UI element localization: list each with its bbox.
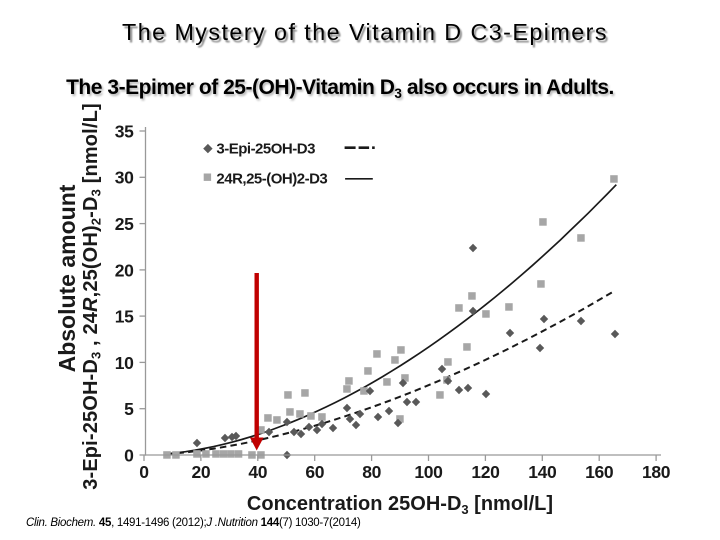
svg-text:25: 25 xyxy=(115,214,134,234)
svg-text:15: 15 xyxy=(115,307,134,327)
svg-text:3-Epi-25OH-D3: 3-Epi-25OH-D3 xyxy=(216,141,315,158)
svg-text:120: 120 xyxy=(471,462,500,482)
svg-text:3-Epi-25OH-D3 , 24R,25(OH)2-D3: 3-Epi-25OH-D3 , 24R,25(OH)2-D3 [nmol/L] xyxy=(80,103,104,490)
svg-text:80: 80 xyxy=(362,462,381,482)
svg-text:60: 60 xyxy=(305,462,324,482)
svg-text:180: 180 xyxy=(642,462,671,482)
svg-text:24R,25-(OH)2-D3: 24R,25-(OH)2-D3 xyxy=(216,171,327,188)
svg-text:30: 30 xyxy=(115,168,134,188)
svg-text:160: 160 xyxy=(585,462,614,482)
svg-text:35: 35 xyxy=(115,121,134,141)
svg-text:140: 140 xyxy=(528,462,557,482)
svg-text:0: 0 xyxy=(139,462,149,482)
svg-text:0: 0 xyxy=(124,445,134,465)
svg-text:Absolute amount: Absolute amount xyxy=(54,184,80,372)
svg-text:10: 10 xyxy=(115,353,134,373)
svg-text:5: 5 xyxy=(124,399,134,419)
svg-text:Concentration 25OH-D3 [nmol/L]: Concentration 25OH-D3 [nmol/L] xyxy=(247,493,553,517)
svg-text:40: 40 xyxy=(248,462,267,482)
svg-text:20: 20 xyxy=(192,462,211,482)
svg-text:100: 100 xyxy=(414,462,443,482)
svg-text:20: 20 xyxy=(115,260,134,280)
